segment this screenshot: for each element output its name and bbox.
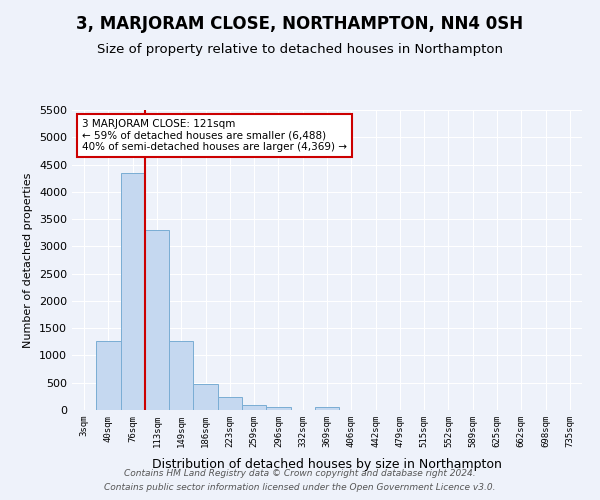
- Text: 3 MARJORAM CLOSE: 121sqm
← 59% of detached houses are smaller (6,488)
40% of sem: 3 MARJORAM CLOSE: 121sqm ← 59% of detach…: [82, 119, 347, 152]
- Text: Size of property relative to detached houses in Northampton: Size of property relative to detached ho…: [97, 42, 503, 56]
- Bar: [121, 174, 145, 410]
- Bar: [145, 230, 169, 410]
- Bar: [218, 398, 242, 410]
- Text: 3, MARJORAM CLOSE, NORTHAMPTON, NN4 0SH: 3, MARJORAM CLOSE, NORTHAMPTON, NN4 0SH: [76, 15, 524, 33]
- Bar: [193, 384, 218, 410]
- Bar: [169, 340, 193, 410]
- Text: Contains public sector information licensed under the Open Government Licence v3: Contains public sector information licen…: [104, 484, 496, 492]
- Bar: [242, 405, 266, 410]
- Bar: [96, 340, 121, 410]
- Bar: [315, 406, 339, 410]
- Bar: [266, 406, 290, 410]
- Y-axis label: Number of detached properties: Number of detached properties: [23, 172, 34, 348]
- X-axis label: Distribution of detached houses by size in Northampton: Distribution of detached houses by size …: [152, 458, 502, 471]
- Text: Contains HM Land Registry data © Crown copyright and database right 2024.: Contains HM Land Registry data © Crown c…: [124, 468, 476, 477]
